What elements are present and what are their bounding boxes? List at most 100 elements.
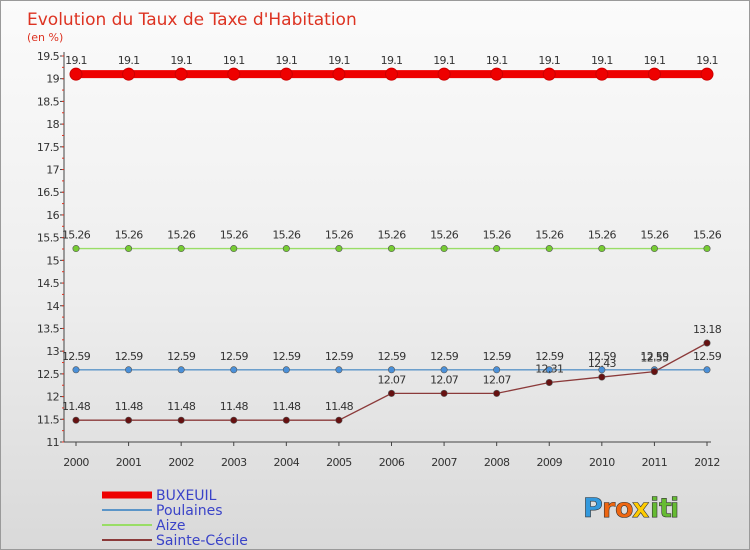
x-tick-label: 2001: [116, 456, 142, 469]
data-label: 19.1: [486, 54, 508, 67]
data-label: 12.59: [167, 350, 196, 363]
data-label: 15.26: [167, 229, 196, 242]
legend-item: BUXEUIL: [102, 488, 217, 504]
data-point: [283, 245, 289, 251]
data-point: [228, 68, 240, 80]
y-tick-label: 18.5: [37, 95, 60, 108]
data-point: [388, 367, 394, 373]
y-tick-label: 12.5: [37, 368, 60, 381]
x-tick-label: 2007: [431, 456, 457, 469]
y-tick-label: 18: [46, 118, 59, 131]
data-label: 12.55: [640, 352, 669, 365]
logo-letter: r: [602, 493, 616, 524]
x-tick-label: 2006: [379, 456, 405, 469]
x-tick-label: 2010: [589, 456, 615, 469]
data-label: 19.1: [433, 54, 455, 67]
legend-label: Aize: [156, 518, 185, 534]
data-label: 15.26: [640, 229, 669, 242]
y-tick-label: 15.5: [37, 232, 60, 245]
data-point: [178, 245, 184, 251]
legend-label: Sainte-Cécile: [156, 533, 248, 549]
data-label: 12.59: [220, 350, 249, 363]
data-point: [704, 245, 710, 251]
data-label: 15.26: [325, 229, 354, 242]
y-tick-label: 19.5: [37, 50, 60, 63]
legend-item: Aize: [102, 518, 185, 534]
y-tick-label: 17: [46, 164, 59, 177]
data-label: 12.31: [535, 363, 563, 376]
data-point: [704, 367, 710, 373]
data-point: [491, 68, 503, 80]
x-tick-label: 2009: [536, 456, 562, 469]
y-tick-label: 15: [46, 254, 59, 267]
chart-subtitle: (en %): [27, 31, 63, 44]
x-tick-label: 2012: [694, 456, 720, 469]
logo-letter: o: [615, 493, 634, 524]
y-tick-label: 19: [46, 73, 59, 86]
chart-frame: Evolution du Taux de Taxe d'Habitation (e…: [0, 0, 750, 550]
data-label: 11.48: [115, 400, 144, 413]
y-tick-label: 13.5: [37, 322, 60, 335]
data-label: 15.26: [535, 229, 564, 242]
x-tick-label: 2000: [63, 456, 89, 469]
data-label: 19.1: [696, 54, 718, 67]
data-point: [231, 367, 237, 373]
y-tick-label: 13: [46, 345, 59, 358]
data-label: 15.26: [378, 229, 407, 242]
data-point: [493, 390, 499, 396]
data-label: 12.43: [588, 357, 617, 370]
data-point: [283, 367, 289, 373]
data-label: 12.59: [115, 350, 144, 363]
x-tick-label: 2004: [274, 456, 300, 469]
data-point: [336, 417, 342, 423]
x-tick-label: 2002: [168, 456, 194, 469]
data-point: [599, 374, 605, 380]
data-point: [441, 245, 447, 251]
data-point: [596, 68, 608, 80]
data-point: [648, 68, 660, 80]
data-point: [123, 68, 135, 80]
data-point: [493, 245, 499, 251]
data-point: [546, 245, 552, 251]
data-point: [388, 245, 394, 251]
data-label: 19.1: [170, 54, 192, 67]
y-tick-label: 12: [46, 391, 59, 404]
x-tick-label: 2008: [484, 456, 510, 469]
data-point: [73, 367, 79, 373]
legend-label: BUXEUIL: [156, 488, 217, 504]
data-point: [493, 367, 499, 373]
legend-item: Poulaines: [102, 503, 223, 519]
data-label: 15.26: [115, 229, 144, 242]
line-chart: Evolution du Taux de Taxe d'Habitation(e…: [1, 1, 749, 549]
data-point: [546, 379, 552, 385]
data-label: 11.48: [62, 400, 91, 413]
data-label: 12.07: [430, 373, 459, 386]
chart-title: Evolution du Taux de Taxe d'Habitation: [27, 10, 357, 30]
data-point: [280, 68, 292, 80]
y-tick-label: 11: [46, 436, 59, 449]
data-point: [543, 68, 555, 80]
y-tick-label: 17.5: [37, 141, 60, 154]
data-label: 12.59: [535, 350, 564, 363]
data-point: [441, 390, 447, 396]
y-tick-label: 14.5: [37, 277, 60, 290]
data-point: [178, 367, 184, 373]
y-tick-label: 14: [46, 300, 59, 313]
series-aize: [73, 245, 710, 251]
data-point: [283, 417, 289, 423]
logo-letter: i: [670, 493, 679, 524]
data-point: [438, 68, 450, 80]
data-label: 19.1: [538, 54, 560, 67]
data-label: 13.18: [693, 323, 722, 336]
data-label: 15.26: [588, 229, 617, 242]
data-label: 15.26: [430, 229, 459, 242]
x-tick-label: 2005: [326, 456, 352, 469]
data-label: 12.59: [483, 350, 512, 363]
data-point: [599, 245, 605, 251]
data-label: 11.48: [220, 400, 249, 413]
logo-letter: P: [583, 493, 603, 524]
data-point: [336, 245, 342, 251]
data-point: [70, 68, 82, 80]
series-buxeuil: [70, 68, 713, 80]
